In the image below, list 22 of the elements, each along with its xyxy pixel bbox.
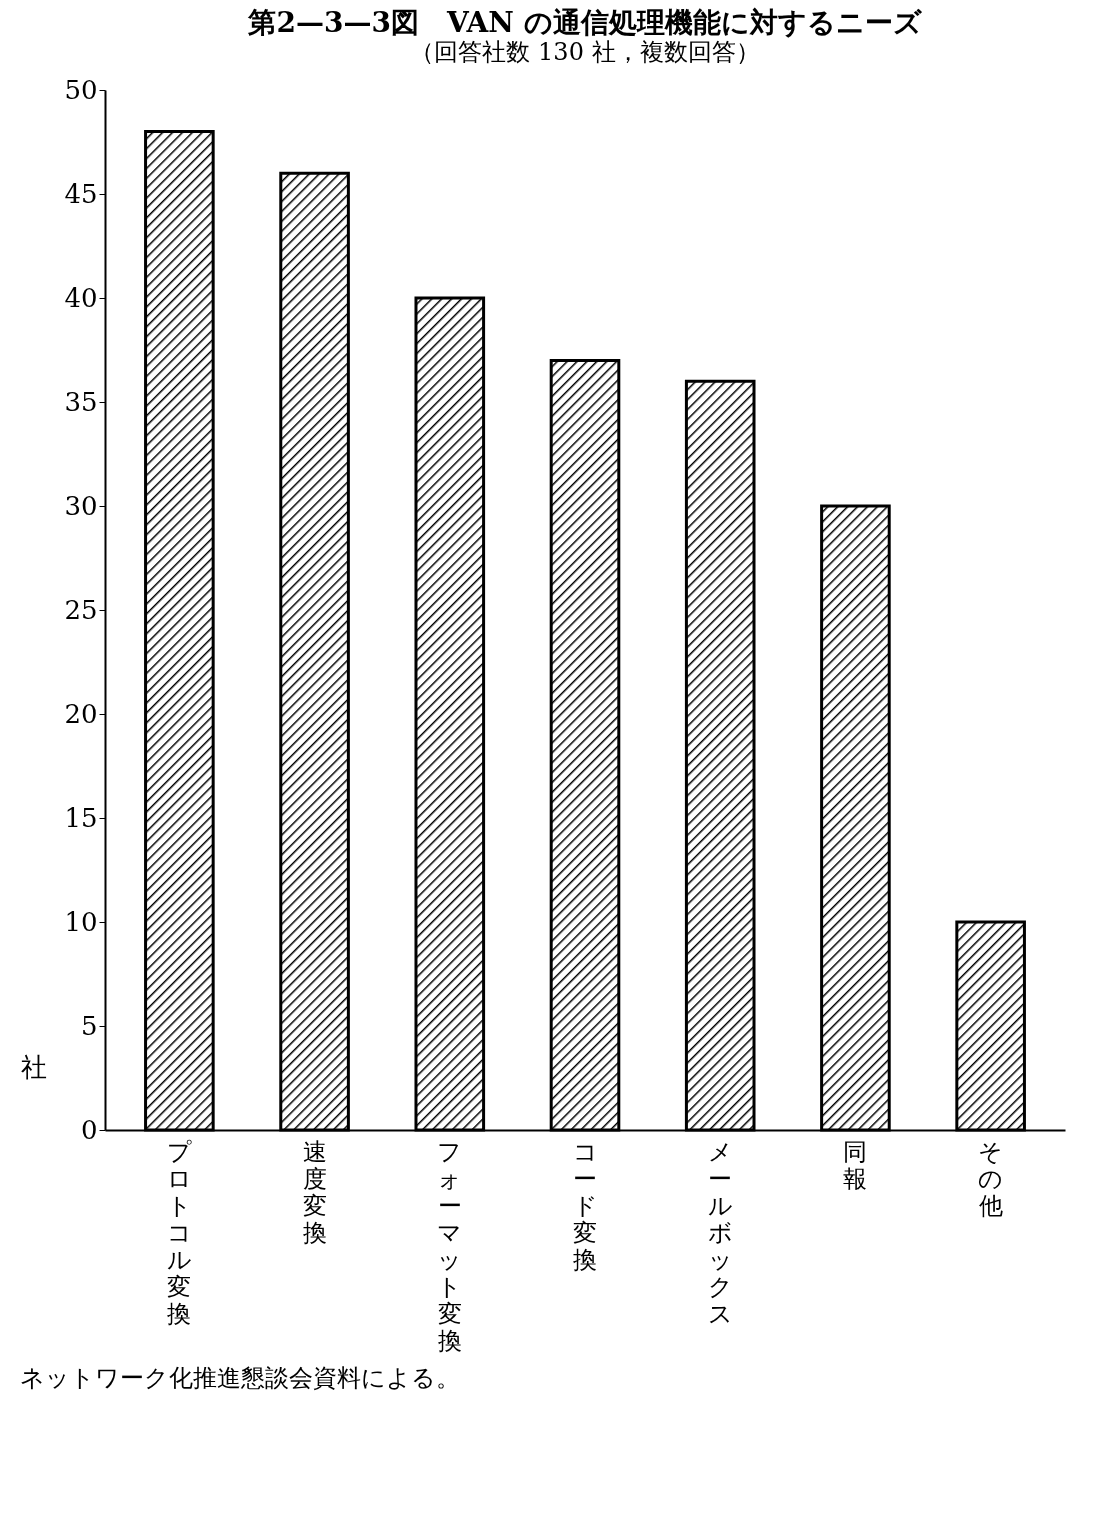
- y-tick-label: 45: [64, 178, 98, 209]
- x-tick-label: その他: [978, 1137, 1004, 1220]
- y-axis-title: 社: [20, 1051, 47, 1082]
- x-tick-label: コード変換: [572, 1137, 598, 1274]
- y-tick-label: 10: [64, 906, 98, 937]
- x-tick-label: プロトコル変換: [166, 1137, 192, 1328]
- y-tick-label: 25: [64, 594, 98, 625]
- chart-title: 第2—3—3図 VAN の通信処理機能に対するニーズ: [247, 6, 923, 39]
- chart-subtitle: （回答社数 130 社，複数回答）: [410, 38, 760, 66]
- x-tick-label: メールボックス: [707, 1137, 733, 1328]
- x-tick-label: 速度変換: [302, 1137, 327, 1247]
- x-tick-label: 同報: [843, 1137, 868, 1193]
- y-tick-label: 30: [64, 490, 98, 521]
- x-tick-label: フォーマット変換: [437, 1137, 463, 1355]
- text: ネットワーク化推進懇談会資料による。: [20, 1363, 461, 1394]
- y-tick-label: 15: [64, 802, 98, 833]
- y-tick-label: 0: [80, 1114, 98, 1145]
- y-tick-label: 20: [64, 698, 98, 729]
- y-tick-label: 35: [64, 386, 98, 417]
- y-tick-label: 5: [80, 1010, 98, 1041]
- y-tick-label: 50: [64, 74, 98, 105]
- y-tick-label: 40: [64, 282, 98, 313]
